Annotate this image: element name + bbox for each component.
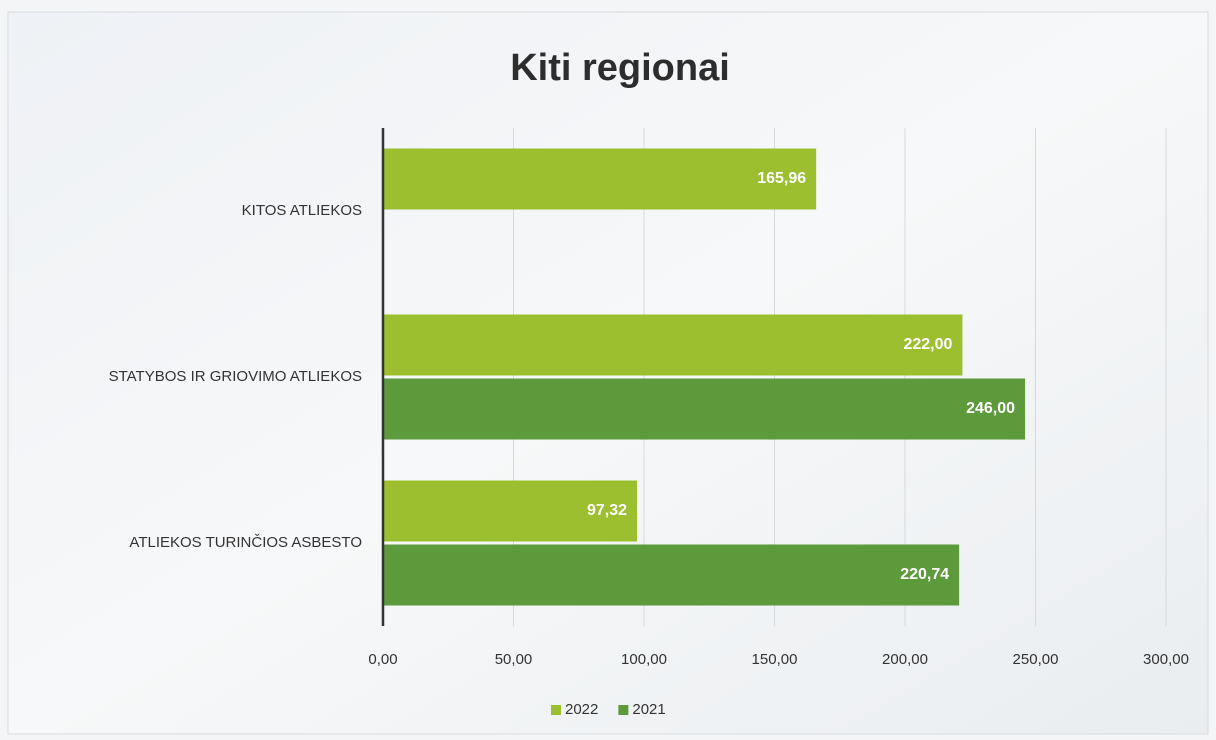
data-label: 222,00 xyxy=(903,336,952,353)
y-tick-label: ATLIEKOS TURINČIOS ASBESTO xyxy=(129,534,362,551)
y-tick-label: STATYBOS IR GRIOVIMO ATLIEKOS xyxy=(109,368,362,385)
bar xyxy=(383,544,960,606)
x-tick-label: 200,00 xyxy=(882,651,928,668)
x-tick-label: 150,00 xyxy=(752,651,798,668)
x-tick-label: 50,00 xyxy=(495,651,533,668)
data-label: 97,32 xyxy=(587,502,627,519)
legend-swatch xyxy=(551,705,561,715)
legend-label: 2022 xyxy=(565,701,598,718)
x-tick-label: 250,00 xyxy=(1013,651,1059,668)
legend-swatch xyxy=(618,705,629,715)
y-tick-label: KITOS ATLIEKOS xyxy=(242,202,362,219)
data-label: 246,00 xyxy=(966,400,1015,417)
bar xyxy=(383,148,817,210)
bar xyxy=(383,378,1026,440)
legend-label: 2021 xyxy=(632,701,665,718)
bar xyxy=(383,314,963,376)
bar xyxy=(383,480,638,542)
chart-title: Kiti regionai xyxy=(510,47,730,89)
x-tick-label: 100,00 xyxy=(621,651,667,668)
data-label: 220,74 xyxy=(900,566,949,583)
x-tick-label: 0,00 xyxy=(368,651,397,668)
data-label: 165,96 xyxy=(757,170,806,187)
x-tick-label: 300,00 xyxy=(1143,651,1189,668)
